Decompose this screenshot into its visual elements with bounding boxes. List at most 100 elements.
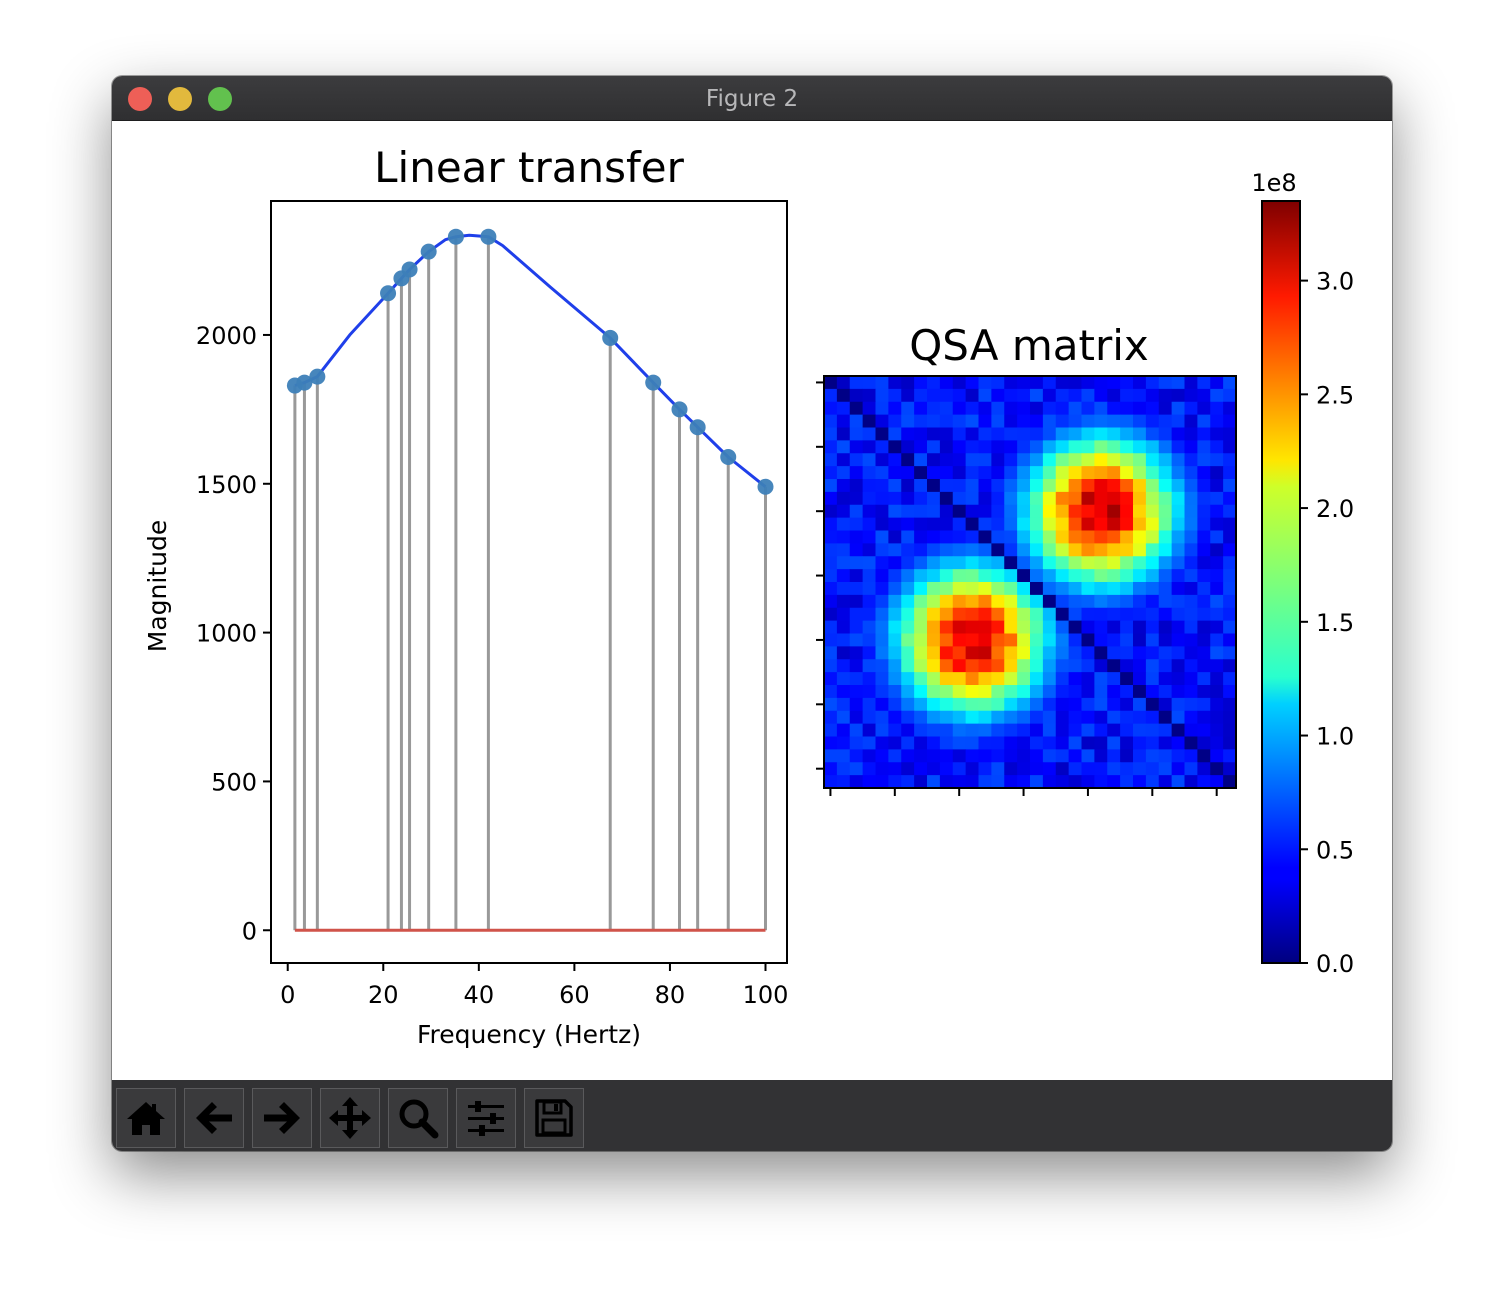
heatmap-cell [1055, 491, 1070, 506]
heatmap-cell [1068, 607, 1082, 622]
heatmap-cell [939, 697, 954, 712]
heatmap-cell [1133, 414, 1147, 428]
heatmap-cell [1171, 633, 1185, 647]
heatmap-cell [862, 594, 876, 609]
heatmap-cell [1133, 466, 1147, 480]
heatmap-cell [914, 427, 928, 441]
minimize-window-button[interactable] [168, 87, 192, 111]
heatmap-cell [1094, 401, 1108, 416]
heatmap-cell [952, 685, 967, 699]
heatmap-cell [1055, 607, 1070, 622]
forward-button[interactable] [252, 1088, 312, 1148]
heatmap-cell [914, 594, 928, 609]
heatmap-cell [836, 710, 851, 725]
figure-svg: Linear transfer 0 20 40 60 80 100 0 500 1000 150… [143, 143, 1354, 1049]
maximize-window-button[interactable] [208, 87, 232, 111]
heatmap-cell [991, 582, 1005, 596]
heatmap-cell [1145, 376, 1160, 390]
home-button[interactable] [116, 1088, 176, 1148]
heatmap-cell [978, 453, 992, 467]
linear-transfer-axes: Linear transfer 0 20 40 60 80 100 0 500 1000 150… [143, 143, 788, 1049]
heatmap-cell [1171, 749, 1185, 763]
heatmap-cell [1158, 710, 1173, 725]
heatmap-cell [836, 517, 851, 531]
configure-subplots-button[interactable] [456, 1088, 516, 1148]
heatmap-cell [1133, 775, 1147, 789]
heatmap-cell [1081, 633, 1095, 647]
heatmap-cell [927, 427, 941, 441]
pan-button[interactable] [320, 1088, 380, 1148]
back-button[interactable] [184, 1088, 244, 1148]
heatmap-cell [939, 672, 954, 686]
heatmap-cell [939, 594, 954, 609]
heatmap-cell [849, 607, 864, 622]
heatmap-cell [1184, 427, 1198, 441]
heatmap-cell [1197, 582, 1211, 596]
heatmap-cell [1081, 427, 1095, 441]
heatmap-cell [1210, 749, 1224, 763]
zoom-button[interactable] [388, 1088, 448, 1148]
heatmap-cell [1055, 672, 1070, 686]
heatmap-cell [914, 376, 928, 390]
heatmap-cell [1042, 620, 1057, 634]
heatmap-cell [952, 723, 967, 737]
heatmap-cell [965, 569, 979, 583]
heatmap-cell [1055, 659, 1070, 673]
save-button[interactable] [524, 1088, 584, 1148]
heatmap-cell [1068, 775, 1082, 789]
heatmap-cell [1197, 672, 1211, 686]
heatmap-cell [1210, 582, 1224, 596]
heatmap-cell [1094, 620, 1108, 634]
heatmap-cell [1017, 659, 1031, 673]
heatmap-cell [1133, 672, 1147, 686]
close-window-button[interactable] [128, 87, 152, 111]
heatmap-cell [914, 582, 928, 596]
heatmap-cell [1068, 556, 1082, 570]
heatmap-cell [1171, 530, 1185, 544]
heatmap-cell [1030, 710, 1044, 725]
heatmap-cell [1158, 401, 1173, 416]
heatmap-cell [978, 466, 992, 480]
heatmap-cell [1094, 633, 1108, 647]
heatmap-cell [849, 710, 864, 725]
heatmap-cell [1055, 388, 1070, 403]
heatmap-frame [823, 375, 1237, 789]
heatmap-cell [1171, 569, 1185, 583]
heatmap-cell [1068, 582, 1082, 596]
heatmap-cell [991, 749, 1005, 763]
heatmap-cell [1081, 504, 1095, 519]
heatmap-cell [965, 466, 979, 480]
heatmap-cell [1120, 659, 1134, 673]
heatmap-cell [1042, 414, 1057, 428]
heatmap-cell [1017, 697, 1031, 712]
heatmap-cell [901, 543, 915, 557]
heatmap-cell [1158, 697, 1173, 712]
heatmap-cell [824, 697, 838, 712]
heatmap-cell [1042, 633, 1057, 647]
stem-marker [401, 261, 418, 278]
heatmap-cell [849, 685, 864, 699]
heatmap-cell [1004, 685, 1018, 699]
heatmap-cell [1210, 620, 1224, 634]
heatmap-cell [1210, 659, 1224, 673]
heatmap-cell [888, 466, 902, 480]
heatmap-cell [824, 504, 838, 519]
heatmap-cell [1030, 466, 1044, 480]
heatmap-cell [1081, 440, 1095, 454]
heatmap-cell [991, 775, 1005, 789]
heatmap-cell [1030, 530, 1044, 544]
heatmap-cell [978, 582, 992, 596]
heatmap-cell [875, 594, 889, 609]
heatmap-cell [1197, 504, 1211, 519]
heatmap-cell [1158, 633, 1173, 647]
heatmap-cell [888, 517, 902, 531]
heatmap-cell [1004, 376, 1018, 390]
title-bar[interactable]: Figure 2 [112, 76, 1392, 121]
heatmap-cell [1133, 440, 1147, 454]
x-tick-label: 80 [655, 981, 686, 1009]
heatmap-cell [1120, 427, 1134, 441]
heatmap-cell [1004, 607, 1018, 622]
colorbar-tick-label: 2.5 [1316, 381, 1354, 409]
heatmap-cell [836, 697, 851, 712]
heatmap-cell [978, 685, 992, 699]
